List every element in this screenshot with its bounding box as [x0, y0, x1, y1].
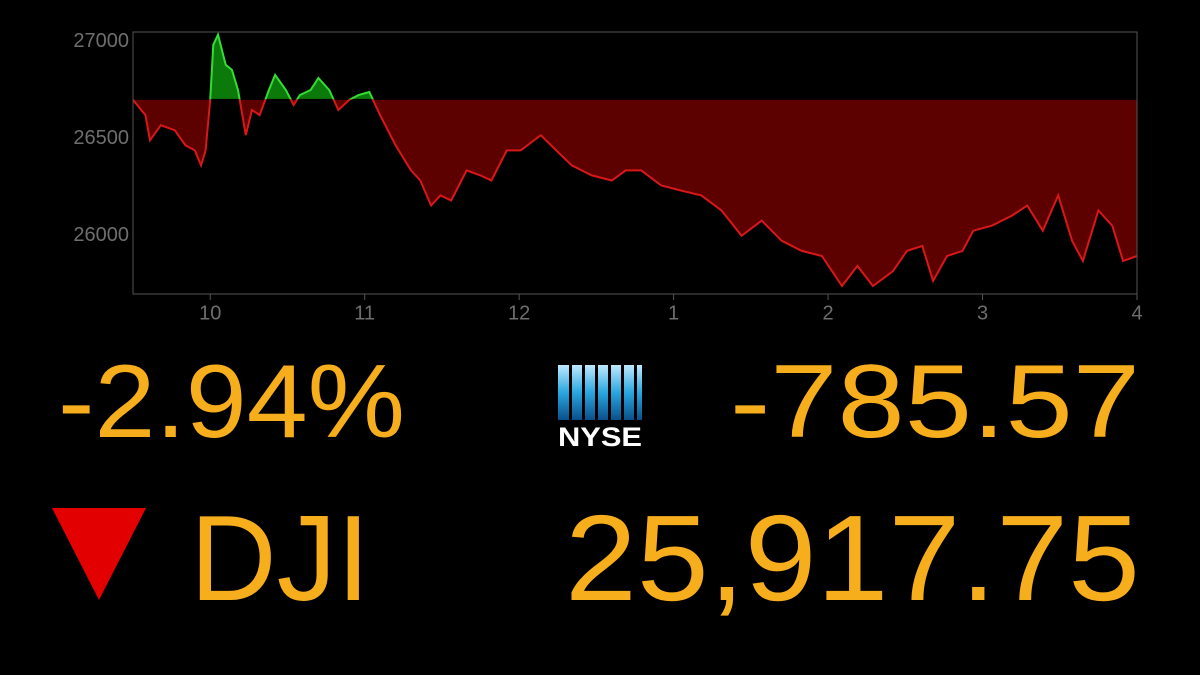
- area-up: [133, 34, 1137, 100]
- x-tick-label: 3: [977, 302, 988, 324]
- logo-gaps: [569, 365, 637, 420]
- x-tick-label: 10: [199, 302, 221, 324]
- line-up: [133, 31, 374, 100]
- x-tick-label: 11: [354, 302, 375, 324]
- y-tick-label: 26500: [73, 127, 129, 149]
- x-tick-label: 1: [668, 302, 679, 324]
- line-down: [132, 99, 1138, 288]
- area-down: [133, 99, 1137, 286]
- percent-change: -2.94%: [58, 344, 405, 460]
- symbol: DJI: [190, 490, 370, 626]
- y-tick-label: 26000: [73, 224, 129, 246]
- x-tick-label: 4: [1131, 302, 1142, 324]
- point-change: -785.57: [730, 344, 1140, 460]
- y-tick-label: 27000: [73, 30, 129, 52]
- nyse-logo: NYSE: [558, 365, 642, 452]
- x-tick-label: 2: [823, 302, 834, 324]
- x-tick-label: 12: [508, 302, 530, 324]
- plot-frame: [132, 31, 1138, 295]
- exchange: NYSE: [558, 422, 642, 452]
- down-arrow: [52, 508, 146, 600]
- price: 25,917.75: [565, 490, 1140, 626]
